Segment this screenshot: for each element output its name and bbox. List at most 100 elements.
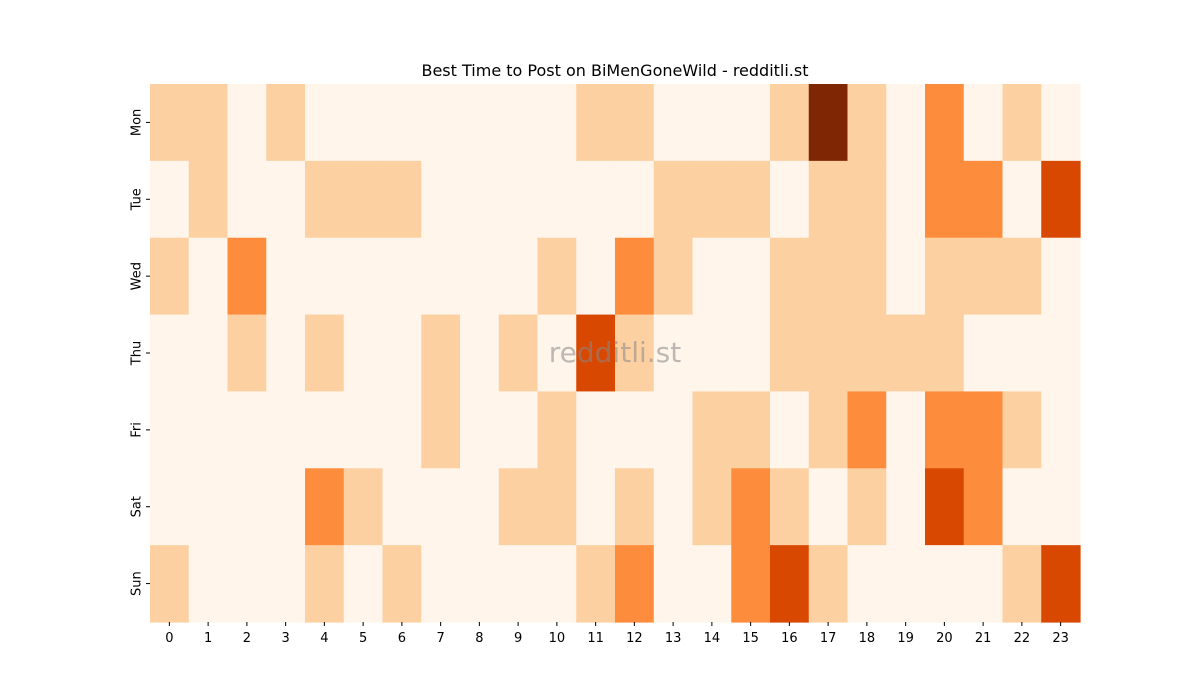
heatmap-cell-sat-11 xyxy=(576,468,616,546)
heatmap-cell-fri-6 xyxy=(382,391,422,469)
heatmap-cell-thu-5 xyxy=(343,314,384,393)
heatmap-cell-sat-1 xyxy=(188,468,229,546)
x-tick-label: 2 xyxy=(243,631,251,646)
x-tick-label: 6 xyxy=(398,631,406,646)
heatmap-cells xyxy=(150,84,1081,623)
heatmap-cell-sat-12 xyxy=(615,468,655,546)
heatmap-cell-sat-14 xyxy=(692,468,732,546)
heatmap-cell-fri-13 xyxy=(653,391,694,469)
heatmap-cell-thu-0 xyxy=(150,314,190,393)
heatmap-cell-wed-4 xyxy=(305,237,345,316)
x-tick-label: 21 xyxy=(975,631,992,646)
heatmap-cell-wed-18 xyxy=(847,237,887,316)
heatmap-cell-mon-15 xyxy=(731,84,771,162)
y-tick-label: Thu xyxy=(130,341,145,366)
x-tick-label: 0 xyxy=(165,631,173,646)
y-tick-label: Mon xyxy=(130,109,145,136)
heatmap-cell-sat-15 xyxy=(731,468,771,546)
watermark: redditli.st xyxy=(549,336,681,369)
y-tick-label: Sat xyxy=(130,496,145,517)
heatmap-cell-sun-15 xyxy=(731,545,771,623)
heatmap-cell-sun-16 xyxy=(770,545,810,623)
heatmap-cell-wed-1 xyxy=(188,237,229,316)
heatmap-cell-tue-14 xyxy=(692,160,732,239)
heatmap-cell-sat-19 xyxy=(886,468,926,546)
heatmap-cell-thu-10 xyxy=(537,314,577,393)
heatmap-cell-tue-1 xyxy=(188,160,229,239)
heatmap-cell-sat-8 xyxy=(460,468,500,546)
heatmap-cell-sat-23 xyxy=(1041,468,1081,546)
heatmap-cell-thu-13 xyxy=(653,314,694,393)
heatmap-cell-sat-18 xyxy=(847,468,887,546)
heatmap-cell-tue-11 xyxy=(576,160,616,239)
heatmap-cell-mon-6 xyxy=(382,84,422,162)
heatmap-cell-wed-8 xyxy=(460,237,500,316)
heatmap-cell-tue-15 xyxy=(731,160,771,239)
heatmap-cell-thu-3 xyxy=(266,314,306,393)
y-axis-ticks: Mon Tue Wed Thu Fri Sat Sun xyxy=(130,109,150,596)
heatmap-cell-thu-6 xyxy=(382,314,422,393)
heatmap-cell-mon-11 xyxy=(576,84,616,162)
x-tick-label: 17 xyxy=(820,631,837,646)
heatmap-cell-mon-8 xyxy=(460,84,500,162)
heatmap-cell-sun-12 xyxy=(615,545,655,623)
heatmap-cell-fri-1 xyxy=(188,391,229,469)
heatmap-cell-thu-15 xyxy=(731,314,771,393)
heatmap-cell-wed-20 xyxy=(925,237,965,316)
heatmap-cell-sat-16 xyxy=(770,468,810,546)
y-tick-label: Sun xyxy=(130,571,145,596)
heatmap-cell-sat-6 xyxy=(382,468,422,546)
heatmap-cell-sun-19 xyxy=(886,545,926,623)
x-tick-label: 11 xyxy=(587,631,604,646)
heatmap-cell-sat-22 xyxy=(1002,468,1042,546)
heatmap-cell-fri-9 xyxy=(498,391,539,469)
heatmap-cell-thu-2 xyxy=(227,314,267,393)
x-tick-label: 13 xyxy=(665,631,682,646)
heatmap-cell-fri-8 xyxy=(460,391,500,469)
heatmap-cell-wed-12 xyxy=(615,237,655,316)
heatmap-cell-fri-19 xyxy=(886,391,926,469)
heatmap-cell-wed-19 xyxy=(886,237,926,316)
heatmap-cell-wed-3 xyxy=(266,237,306,316)
y-tick-label: Wed xyxy=(130,262,145,290)
x-tick-label: 22 xyxy=(1014,631,1031,646)
heatmap-cell-fri-10 xyxy=(537,391,577,469)
heatmap-cell-wed-17 xyxy=(808,237,849,316)
heatmap-cell-thu-7 xyxy=(421,314,461,393)
heatmap-cell-wed-5 xyxy=(343,237,384,316)
heatmap-cell-wed-10 xyxy=(537,237,577,316)
heatmap-cell-mon-10 xyxy=(537,84,577,162)
heatmap-cell-tue-16 xyxy=(770,160,810,239)
heatmap-cell-sat-4 xyxy=(305,468,345,546)
heatmap-cell-fri-18 xyxy=(847,391,887,469)
heatmap-cell-sat-0 xyxy=(150,468,190,546)
heatmap-cell-fri-12 xyxy=(615,391,655,469)
heatmap-cell-mon-17 xyxy=(808,84,849,162)
heatmap-cell-thu-16 xyxy=(770,314,810,393)
heatmap-cell-sat-17 xyxy=(808,468,849,546)
heatmap-cell-fri-20 xyxy=(925,391,965,469)
heatmap-cell-mon-12 xyxy=(615,84,655,162)
heatmap-cell-fri-14 xyxy=(692,391,732,469)
x-tick-label: 5 xyxy=(359,631,367,646)
heatmap-cell-tue-21 xyxy=(963,160,1004,239)
heatmap-cell-fri-16 xyxy=(770,391,810,469)
heatmap-cell-sat-13 xyxy=(653,468,694,546)
heatmap-cell-wed-6 xyxy=(382,237,422,316)
heatmap-cell-mon-22 xyxy=(1002,84,1042,162)
heatmap-cell-fri-15 xyxy=(731,391,771,469)
heatmap-cell-thu-8 xyxy=(460,314,500,393)
heatmap-cell-tue-17 xyxy=(808,160,849,239)
heatmap-cell-sun-22 xyxy=(1002,545,1042,623)
heatmap-cell-wed-14 xyxy=(692,237,732,316)
heatmap-cell-fri-5 xyxy=(343,391,384,469)
x-tick-label: 8 xyxy=(475,631,483,646)
heatmap-cell-sun-3 xyxy=(266,545,306,623)
heatmap-cell-wed-23 xyxy=(1041,237,1081,316)
heatmap-cell-sun-8 xyxy=(460,545,500,623)
heatmap-cell-thu-18 xyxy=(847,314,887,393)
y-tick-label: Tue xyxy=(130,188,145,211)
heatmap-cell-sat-21 xyxy=(963,468,1004,546)
chart-title: Best Time to Post on BiMenGoneWild - red… xyxy=(421,61,808,80)
